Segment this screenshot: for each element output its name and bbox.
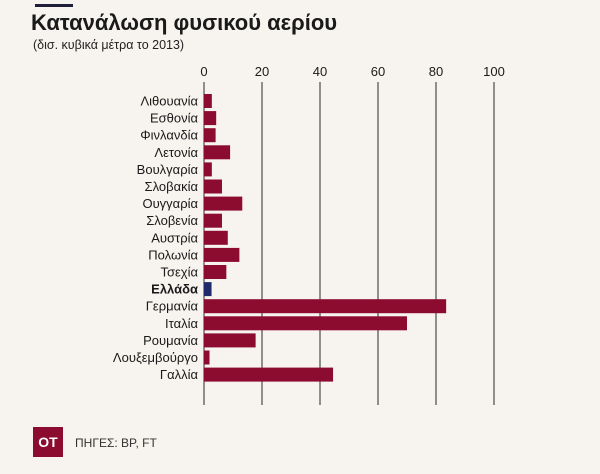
bar-4 (204, 145, 231, 160)
bar-15 (204, 333, 256, 348)
x-tick-label-80: 80 (429, 64, 443, 79)
top-accent-rule (35, 4, 73, 7)
category-label-7: Ουγγαρία (142, 196, 198, 211)
bar-13 (204, 299, 447, 314)
bar-16 (204, 350, 210, 365)
category-label-15: Ρουμανία (143, 333, 198, 348)
ot-logo: OT (33, 427, 63, 457)
chart-subtitle: (δισ. κυβικά μέτρα το 2013) (33, 38, 185, 52)
bar-6 (204, 179, 222, 194)
category-label-4: Λετονία (154, 145, 198, 160)
x-tick-label-60: 60 (371, 64, 385, 79)
category-label-6: Σλοβακία (145, 179, 199, 194)
bar-11 (204, 265, 227, 279)
bar-17 (204, 367, 334, 382)
category-label-8: Σλοβενία (146, 213, 198, 228)
bar-7 (204, 196, 243, 211)
bar-12 (204, 282, 212, 297)
category-label-17: Γαλλία (160, 367, 199, 382)
category-label-14: Ιταλία (165, 316, 198, 331)
x-tick-label-0: 0 (200, 64, 207, 79)
category-label-2: Εσθονία (150, 111, 199, 126)
category-label-16: Λουξεμβούργο (113, 350, 198, 365)
chart-title: Κατανάλωση φυσικού αερίου (31, 10, 338, 35)
category-label-13: Γερμανία (146, 299, 199, 314)
bar-9 (204, 230, 228, 245)
source-credit: ΠΗΓΕΣ: BP, FT (75, 436, 157, 450)
x-tick-label-20: 20 (255, 64, 269, 79)
category-label-9: Αυστρία (151, 230, 198, 245)
category-label-12: Ελλάδα (151, 282, 198, 297)
category-label-3: Φινλανδία (140, 128, 198, 143)
bar-5 (204, 162, 212, 177)
category-label-10: Πολωνία (148, 247, 198, 262)
x-tick-label-100: 100 (483, 64, 505, 79)
bar-8 (204, 213, 222, 228)
bar-3 (204, 128, 216, 143)
bar-1 (204, 94, 212, 108)
x-tick-label-40: 40 (313, 64, 327, 79)
bar-14 (204, 316, 407, 331)
bar-2 (204, 111, 217, 126)
category-label-1: Λιθουανία (140, 94, 198, 109)
bar-10 (204, 247, 240, 262)
category-label-5: Βουλγαρία (137, 162, 199, 177)
category-label-11: Τσεχία (160, 265, 198, 280)
